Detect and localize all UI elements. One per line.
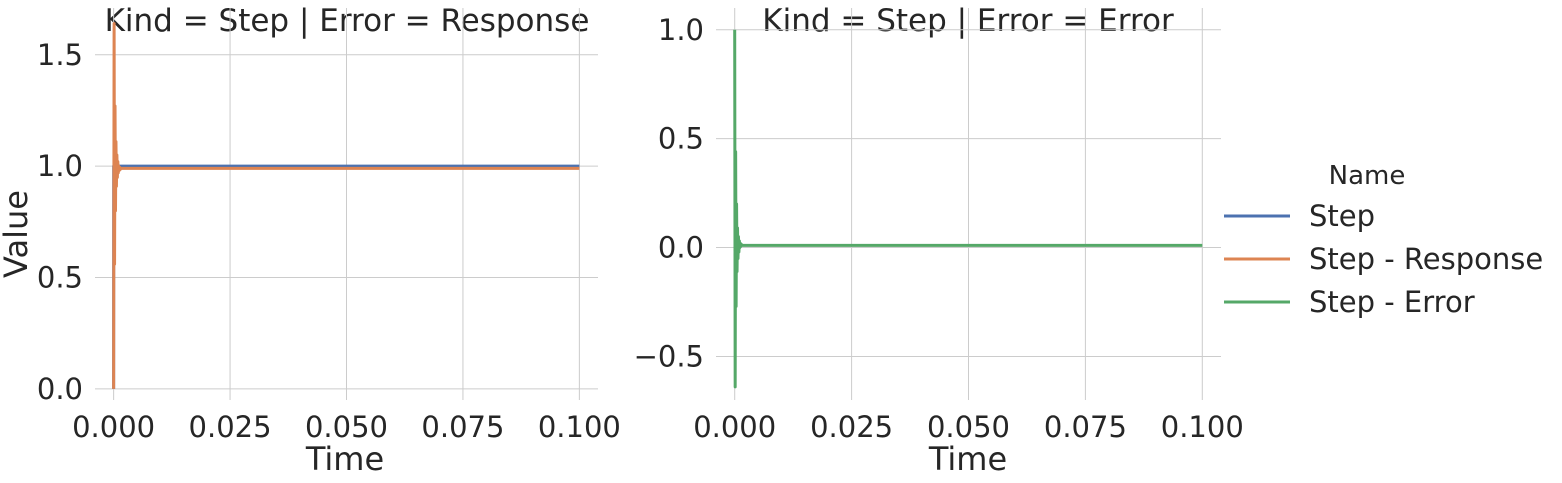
y-tick-label: 1.5 (37, 38, 83, 72)
y-axis-label: Value (0, 190, 35, 278)
series-line-step-response (112, 22, 580, 389)
legend-label-step-error: Step - Error (1309, 285, 1475, 319)
legend-entry-step-error: Step - Error (1224, 285, 1475, 319)
x-tick-label: 0.100 (538, 410, 621, 444)
panel-response-xticks: 0.000 0.025 0.050 0.075 0.100 (72, 410, 621, 444)
panel-error: Kind = Step | Error = Error −0.50.00.51.… (634, 3, 1244, 478)
panel-error-lines (733, 29, 1203, 389)
x-axis-label-response: Time (305, 440, 384, 478)
panel-error-xticks: 0.000 0.025 0.050 0.075 0.100 (693, 410, 1244, 444)
x-axis-label-error: Time (928, 440, 1007, 478)
x-tick-label: 0.075 (421, 410, 504, 444)
x-tick-label: 0.000 (72, 410, 155, 444)
legend-label-step: Step (1309, 199, 1375, 233)
y-tick-label: 0.5 (658, 122, 704, 156)
y-tick-label: 0.0 (658, 231, 704, 265)
x-tick-label: 0.025 (189, 410, 272, 444)
panel-error-yticks: −0.5 0.0 0.5 1.0 (634, 13, 704, 374)
legend-title: Name (1329, 161, 1406, 191)
x-tick-label: 0.050 (927, 410, 1010, 444)
panel-response-lines (112, 22, 580, 389)
legend-entry-step: Step (1224, 199, 1375, 233)
x-tick-label: 0.025 (810, 410, 893, 444)
series-line-step-error (733, 29, 1203, 389)
legend-entry-step-response: Step - Response (1224, 242, 1543, 276)
y-tick-label: −0.5 (634, 339, 704, 373)
panel-error-grid (716, 8, 1221, 400)
y-tick-label: 0.0 (37, 372, 83, 406)
y-tick-label: 1.0 (37, 149, 83, 183)
y-tick-label: 1.0 (658, 13, 704, 47)
x-tick-label: 0.075 (1044, 410, 1127, 444)
y-tick-label: 0.5 (37, 261, 83, 295)
legend: Name Step Step - Response Step - Error (1224, 161, 1543, 319)
panel-response-grid (95, 8, 598, 400)
panel-response: Kind = Step | Error = Response 0.00.51.0… (0, 3, 621, 478)
legend-label-step-response: Step - Response (1309, 242, 1543, 276)
x-tick-label: 0.000 (693, 410, 776, 444)
x-tick-label: 0.050 (305, 410, 388, 444)
x-tick-label: 0.100 (1161, 410, 1244, 444)
panel-response-yticks: 0.0 0.5 1.0 1.5 (37, 38, 83, 406)
